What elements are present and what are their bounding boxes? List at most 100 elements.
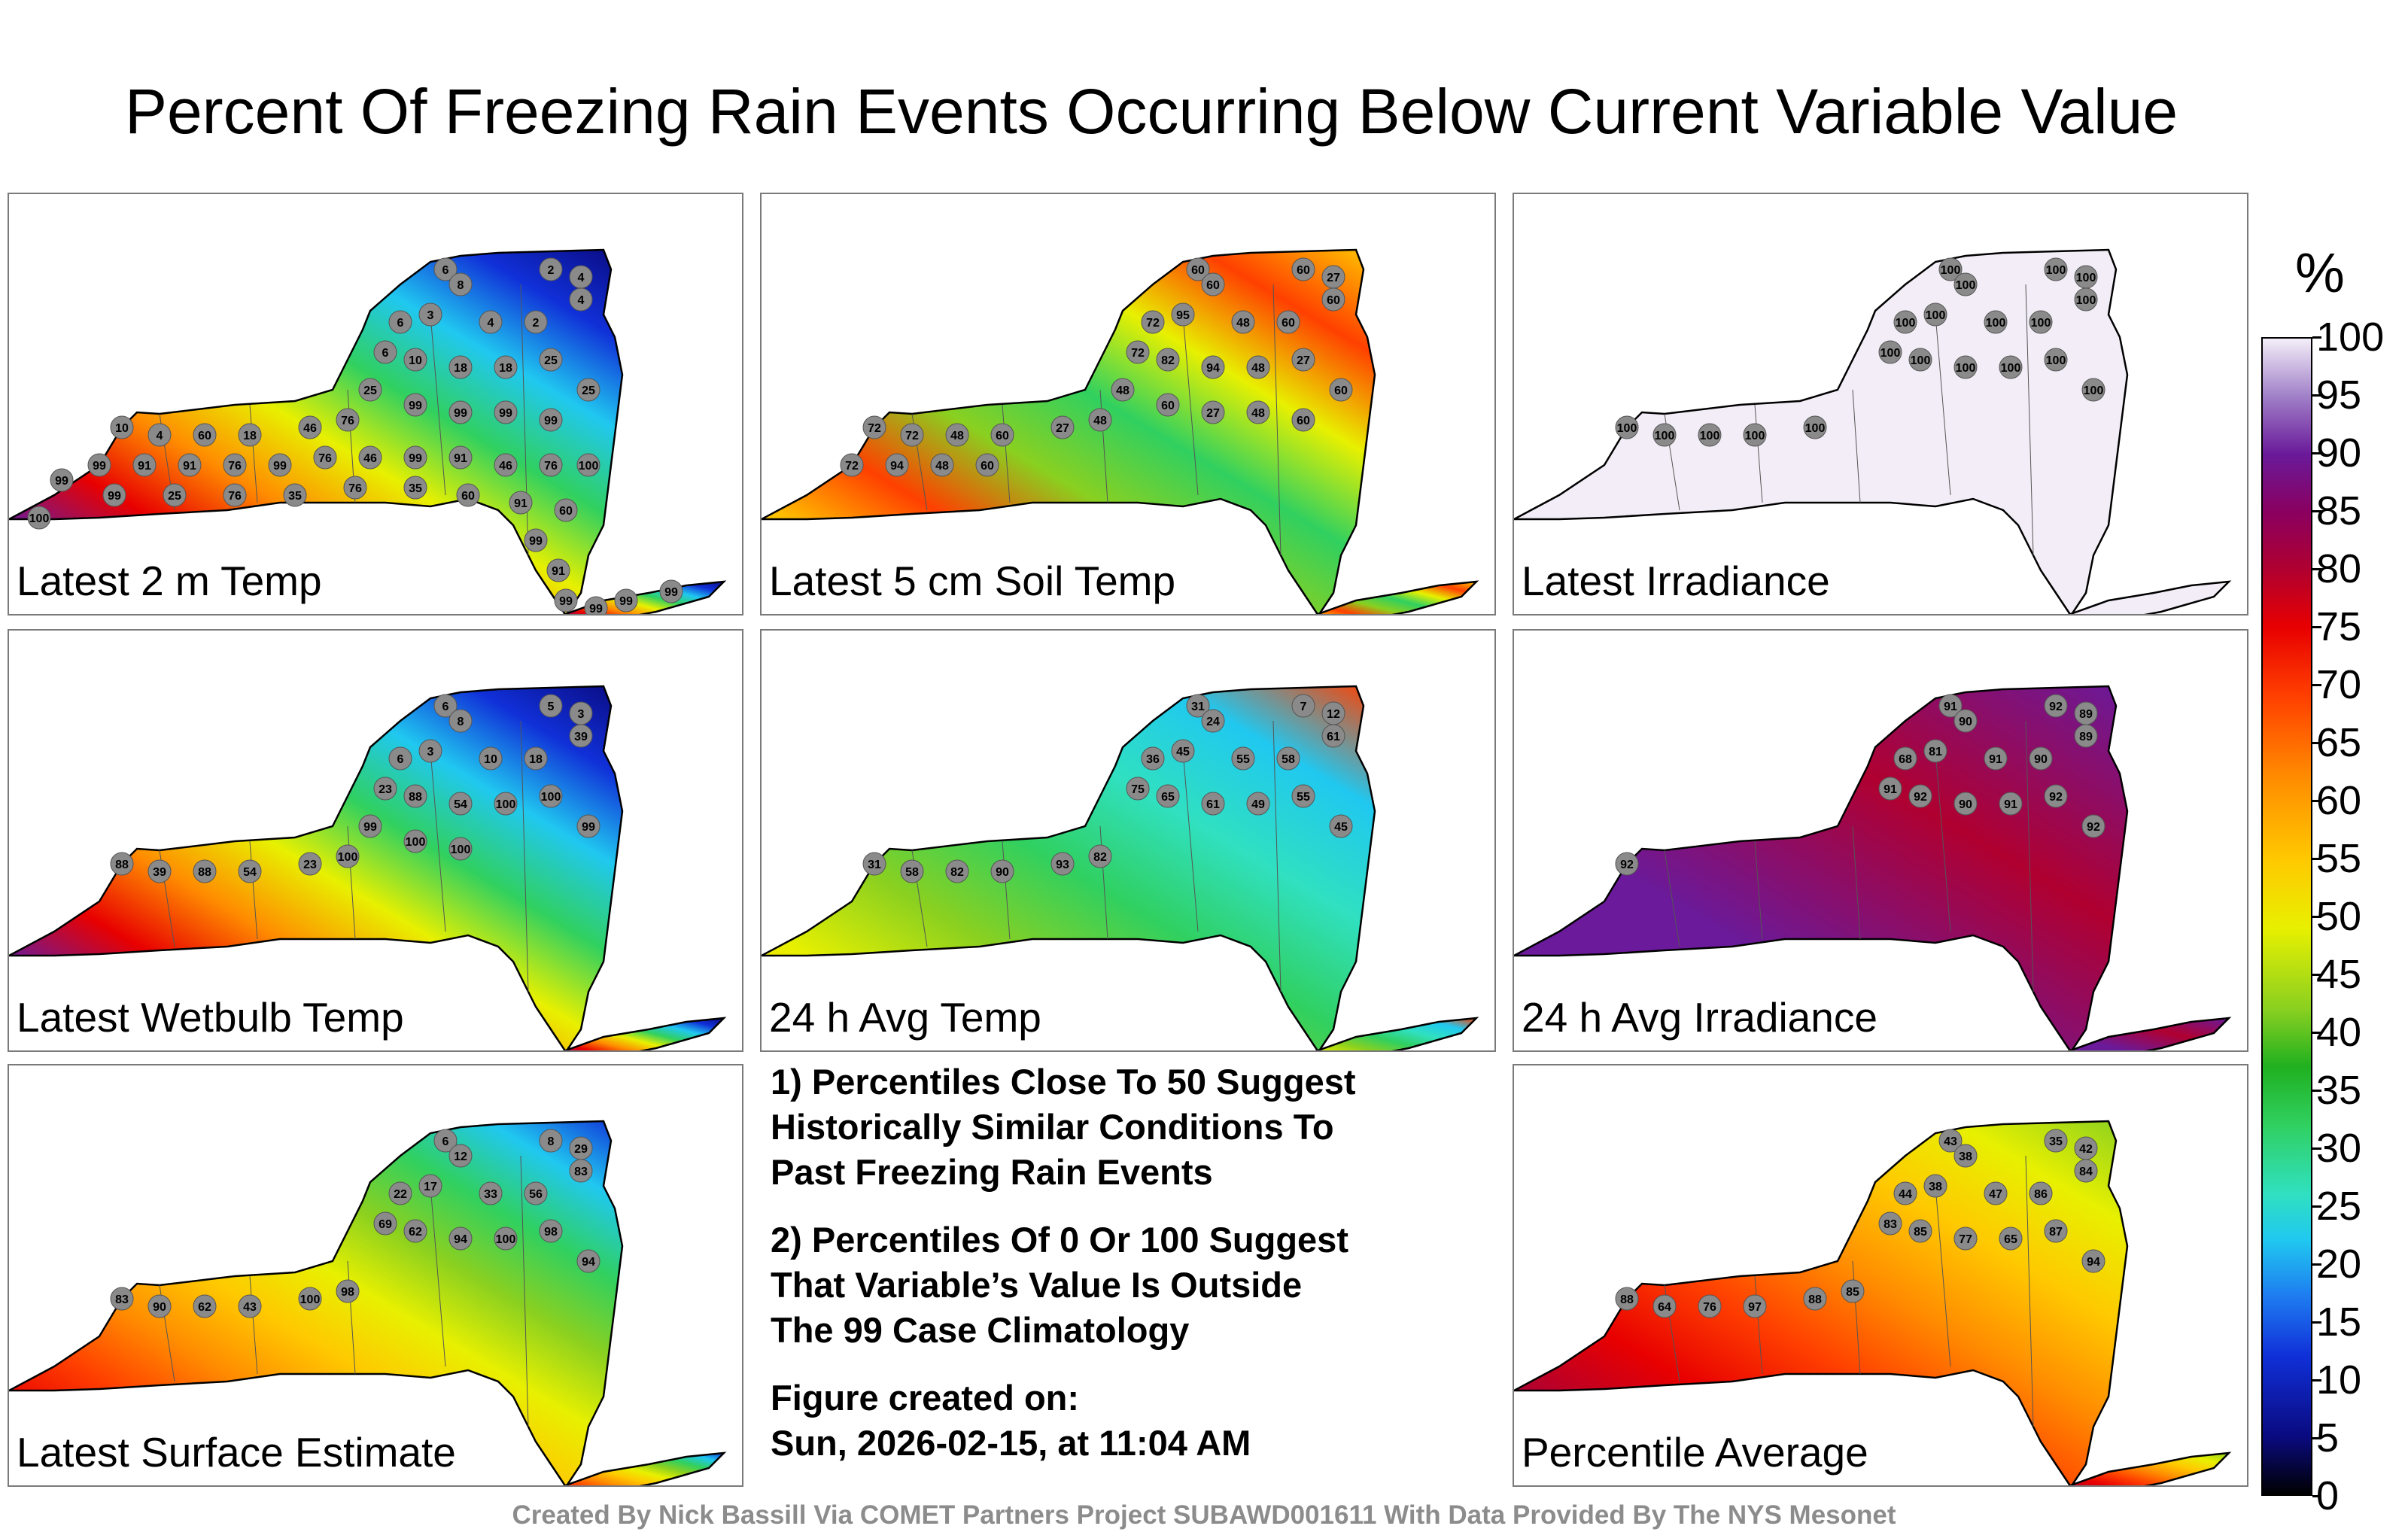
- station-value: 4: [578, 294, 585, 307]
- station-dot: [403, 784, 427, 808]
- station-value: 100: [29, 512, 50, 525]
- station-value: 91: [454, 452, 467, 465]
- station-dot: [1276, 310, 1300, 334]
- station-dot: [110, 1287, 134, 1311]
- station-dot: [2074, 724, 2098, 748]
- station-dot: [1201, 355, 1225, 379]
- station-value: 100: [406, 836, 426, 849]
- colorbar-tick-mark: [2312, 452, 2321, 454]
- station-dot: [2029, 746, 2053, 771]
- station-dot: [494, 453, 518, 477]
- station-value: 8: [458, 716, 464, 728]
- station-dot: [524, 1181, 548, 1205]
- station-dot: [373, 777, 397, 801]
- station-value: 100: [496, 1233, 516, 1246]
- station-value: 60: [1191, 264, 1205, 277]
- station-dot: [1953, 355, 1978, 379]
- station-dot: [1938, 257, 1963, 281]
- station-value: 48: [1093, 415, 1107, 427]
- chart-title: Percent Of Freezing Rain Events Occurrin…: [124, 76, 2178, 147]
- station-dot: [539, 1219, 563, 1243]
- county-lines: [159, 284, 529, 556]
- station-value: 38: [1959, 1150, 1972, 1163]
- colorbar-tick-label: 55: [2316, 836, 2362, 881]
- station-dot: [539, 1129, 563, 1153]
- station-dot: [147, 859, 172, 883]
- station-dot: [1841, 1279, 1865, 1303]
- station-dot: [885, 453, 909, 477]
- colorbar-tick-label: 95: [2316, 372, 2362, 418]
- station-value: 58: [1282, 753, 1295, 766]
- station-value: 58: [905, 866, 919, 879]
- station-value: 100: [1986, 317, 2006, 330]
- panel-latest-wetbulb-temp: 6 8 5 3 6 3 10 18 39 23 88 54 100 100 99 88 39 88 54 23 100 9…: [8, 629, 743, 1052]
- station-dot: [1156, 348, 1180, 372]
- station-dot: [990, 423, 1014, 447]
- station-value: 39: [574, 731, 588, 743]
- station-dot: [132, 453, 157, 477]
- station-value: 100: [1911, 354, 1931, 367]
- station-dot: [1953, 709, 1978, 733]
- long-island-outline: [1315, 580, 1479, 614]
- station-dot: [569, 287, 593, 312]
- county-lines: [159, 720, 529, 992]
- station-dot: [1615, 1287, 1639, 1311]
- station-dot: [110, 852, 134, 876]
- station-value: 100: [2046, 264, 2066, 277]
- station-dot: [659, 579, 683, 603]
- county-lines: [911, 720, 1282, 992]
- station-value: 94: [582, 1256, 595, 1269]
- station-value: 49: [1251, 798, 1265, 811]
- station-value: 54: [243, 866, 257, 879]
- station-value: 83: [574, 1166, 588, 1178]
- long-island-outline: [2067, 1017, 2232, 1050]
- panel-24h-avg-temp: 31 24 7 12 36 45 55 58 61 75 65 61 49 55 45 31 58 82 90 93 8…: [760, 629, 1496, 1052]
- station-value: 60: [1297, 264, 1310, 277]
- station-dot: [358, 445, 382, 470]
- station-value: 31: [1191, 701, 1205, 713]
- station-dot: [1141, 310, 1165, 334]
- station-dot: [448, 355, 473, 379]
- panel-label: Latest Surface Estimate: [17, 1429, 456, 1476]
- station-dot: [2044, 1219, 2068, 1243]
- station-dot: [1246, 792, 1270, 816]
- station-value: 23: [379, 783, 392, 796]
- station-dot: [268, 453, 292, 477]
- station-dot: [373, 340, 397, 364]
- station-value: 35: [409, 482, 422, 495]
- station-dot: [524, 310, 548, 334]
- station-dot: [448, 709, 473, 733]
- station-dot: [569, 1159, 593, 1183]
- station-dot: [388, 310, 412, 334]
- station-value: 12: [454, 1150, 467, 1163]
- colorbar-tick-label: 70: [2316, 662, 2362, 707]
- created-date: Sun, 2026-02-15, at 11:04 AM: [771, 1423, 1251, 1463]
- station-dot: [1878, 340, 1902, 364]
- station-dot: [1953, 272, 1978, 296]
- station-dot: [1953, 792, 1978, 816]
- panel-label: Latest Wetbulb Temp: [17, 994, 404, 1041]
- station-value: 88: [198, 866, 211, 879]
- station-dot: [147, 1294, 172, 1318]
- station-value: 100: [1700, 430, 1720, 442]
- station-dot: [1201, 792, 1225, 816]
- station-value: 46: [499, 460, 512, 473]
- station-value: 56: [529, 1188, 543, 1201]
- station-dot: [2029, 310, 2053, 334]
- station-value: 46: [303, 422, 317, 435]
- station-value: 68: [1899, 753, 1912, 766]
- colorbar-tick-mark: [2312, 1263, 2321, 1266]
- station-dot: [1141, 746, 1165, 771]
- station-value: 92: [2049, 791, 2063, 804]
- station-value: 99: [544, 415, 558, 427]
- colorbar-tick-mark: [2312, 510, 2321, 512]
- colorbar-tick-mark: [2312, 1147, 2321, 1150]
- station-value: 55: [1297, 791, 1310, 804]
- station-dot: [238, 859, 262, 883]
- station-dot: [900, 423, 924, 447]
- station-dot: [238, 423, 262, 447]
- station-value: 82: [950, 866, 964, 879]
- colorbar-tick-mark: [2312, 800, 2321, 802]
- station-value: 100: [300, 1293, 321, 1306]
